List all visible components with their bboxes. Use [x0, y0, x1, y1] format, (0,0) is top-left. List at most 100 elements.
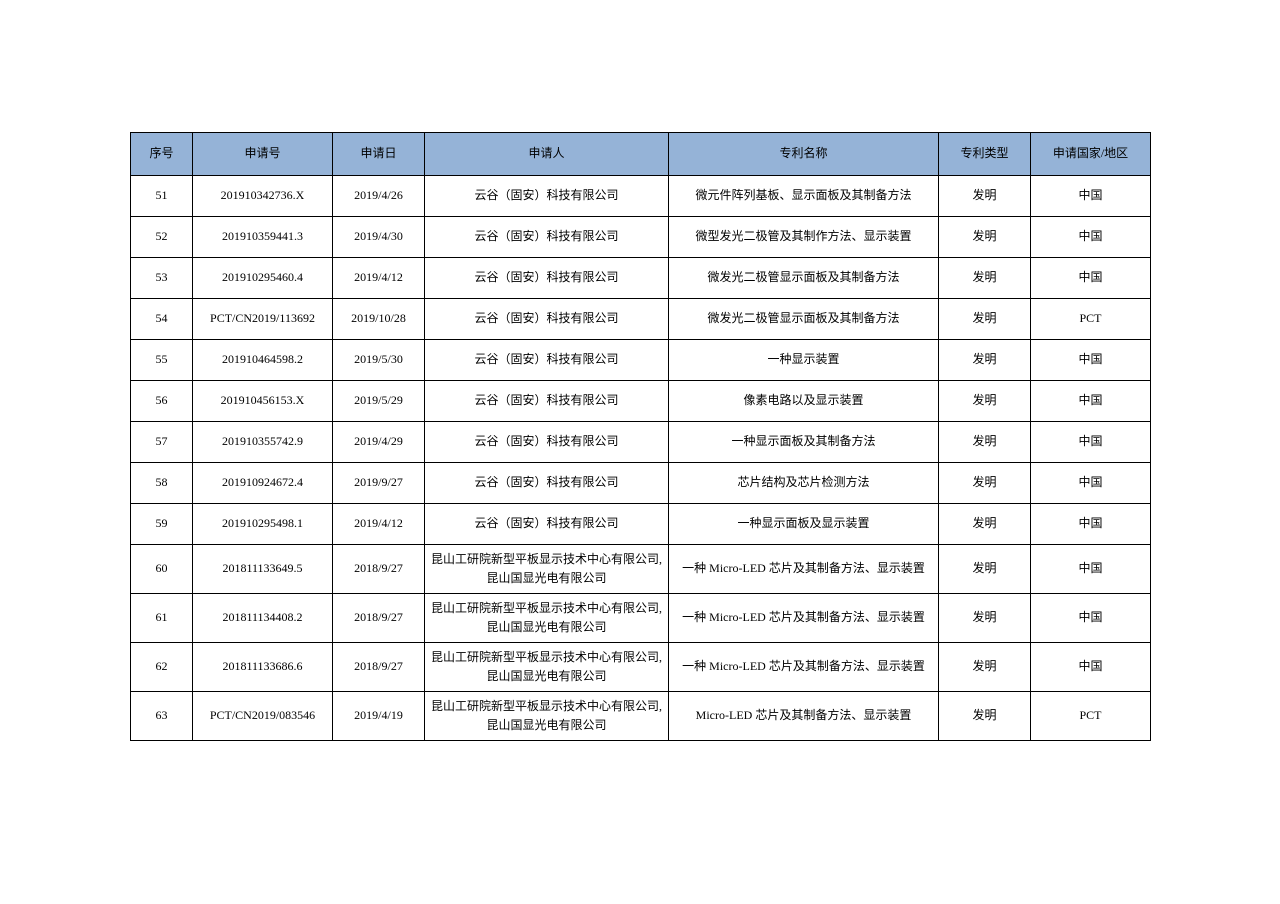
cell-applicant: 云谷（固安）科技有限公司 [425, 381, 669, 422]
cell-seq: 54 [131, 299, 193, 340]
table-row: 57201910355742.92019/4/29云谷（固安）科技有限公司一种显… [131, 422, 1151, 463]
cell-seq: 60 [131, 545, 193, 594]
cell-applicant: 云谷（固安）科技有限公司 [425, 217, 669, 258]
cell-seq: 63 [131, 692, 193, 741]
cell-type: 发明 [939, 299, 1031, 340]
table-row: 56201910456153.X2019/5/29云谷（固安）科技有限公司像素电… [131, 381, 1151, 422]
cell-seq: 52 [131, 217, 193, 258]
patent-table: 序号 申请号 申请日 申请人 专利名称 专利类型 申请国家/地区 5120191… [130, 132, 1151, 741]
cell-region: PCT [1031, 692, 1151, 741]
cell-title: 一种显示面板及显示装置 [669, 504, 939, 545]
cell-applicant: 云谷（固安）科技有限公司 [425, 463, 669, 504]
cell-app_date: 2019/9/27 [333, 463, 425, 504]
cell-app_date: 2019/10/28 [333, 299, 425, 340]
table-row: 53201910295460.42019/4/12云谷（固安）科技有限公司微发光… [131, 258, 1151, 299]
cell-type: 发明 [939, 594, 1031, 643]
cell-app_no: PCT/CN2019/113692 [193, 299, 333, 340]
cell-title: Micro-LED 芯片及其制备方法、显示装置 [669, 692, 939, 741]
cell-region: 中国 [1031, 340, 1151, 381]
cell-app_date: 2019/4/26 [333, 176, 425, 217]
col-type: 专利类型 [939, 133, 1031, 176]
cell-type: 发明 [939, 176, 1031, 217]
cell-type: 发明 [939, 217, 1031, 258]
cell-region: 中国 [1031, 463, 1151, 504]
cell-app_date: 2018/9/27 [333, 594, 425, 643]
cell-region: 中国 [1031, 545, 1151, 594]
cell-region: 中国 [1031, 258, 1151, 299]
cell-applicant: 昆山工研院新型平板显示技术中心有限公司,昆山国显光电有限公司 [425, 594, 669, 643]
cell-app_date: 2019/4/12 [333, 258, 425, 299]
cell-region: 中国 [1031, 381, 1151, 422]
cell-applicant: 昆山工研院新型平板显示技术中心有限公司,昆山国显光电有限公司 [425, 545, 669, 594]
table-row: 61201811134408.22018/9/27昆山工研院新型平板显示技术中心… [131, 594, 1151, 643]
cell-seq: 61 [131, 594, 193, 643]
col-seq: 序号 [131, 133, 193, 176]
cell-app_date: 2019/4/19 [333, 692, 425, 741]
cell-seq: 56 [131, 381, 193, 422]
cell-seq: 62 [131, 643, 193, 692]
cell-app_no: 201910355742.9 [193, 422, 333, 463]
cell-app_date: 2018/9/27 [333, 643, 425, 692]
cell-type: 发明 [939, 422, 1031, 463]
cell-app_no: 201910359441.3 [193, 217, 333, 258]
cell-region: 中国 [1031, 504, 1151, 545]
cell-type: 发明 [939, 643, 1031, 692]
cell-applicant: 云谷（固安）科技有限公司 [425, 299, 669, 340]
cell-region: 中国 [1031, 176, 1151, 217]
table-row: 51201910342736.X2019/4/26云谷（固安）科技有限公司微元件… [131, 176, 1151, 217]
cell-title: 微发光二极管显示面板及其制备方法 [669, 258, 939, 299]
cell-title: 微发光二极管显示面板及其制备方法 [669, 299, 939, 340]
cell-applicant: 云谷（固安）科技有限公司 [425, 422, 669, 463]
cell-region: 中国 [1031, 643, 1151, 692]
col-app-date: 申请日 [333, 133, 425, 176]
cell-title: 一种显示装置 [669, 340, 939, 381]
table-body: 51201910342736.X2019/4/26云谷（固安）科技有限公司微元件… [131, 176, 1151, 741]
table-row: 52201910359441.32019/4/30云谷（固安）科技有限公司微型发… [131, 217, 1151, 258]
cell-type: 发明 [939, 340, 1031, 381]
cell-app_date: 2019/4/12 [333, 504, 425, 545]
cell-applicant: 云谷（固安）科技有限公司 [425, 176, 669, 217]
cell-applicant: 云谷（固安）科技有限公司 [425, 258, 669, 299]
table-row: 58201910924672.42019/9/27云谷（固安）科技有限公司芯片结… [131, 463, 1151, 504]
cell-title: 微型发光二极管及其制作方法、显示装置 [669, 217, 939, 258]
cell-app_no: 201811133649.5 [193, 545, 333, 594]
cell-applicant: 昆山工研院新型平板显示技术中心有限公司,昆山国显光电有限公司 [425, 692, 669, 741]
cell-type: 发明 [939, 258, 1031, 299]
cell-applicant: 昆山工研院新型平板显示技术中心有限公司,昆山国显光电有限公司 [425, 643, 669, 692]
cell-app_no: 201910456153.X [193, 381, 333, 422]
table-row: 63PCT/CN2019/0835462019/4/19昆山工研院新型平板显示技… [131, 692, 1151, 741]
cell-app_no: 201910295498.1 [193, 504, 333, 545]
cell-title: 一种 Micro-LED 芯片及其制备方法、显示装置 [669, 643, 939, 692]
cell-app_no: 201910295460.4 [193, 258, 333, 299]
cell-app_no: 201910464598.2 [193, 340, 333, 381]
cell-app_date: 2019/4/30 [333, 217, 425, 258]
col-applicant: 申请人 [425, 133, 669, 176]
cell-app_no: PCT/CN2019/083546 [193, 692, 333, 741]
cell-app_date: 2019/4/29 [333, 422, 425, 463]
table-row: 55201910464598.22019/5/30云谷（固安）科技有限公司一种显… [131, 340, 1151, 381]
cell-seq: 51 [131, 176, 193, 217]
cell-seq: 53 [131, 258, 193, 299]
cell-type: 发明 [939, 381, 1031, 422]
cell-app_no: 201910342736.X [193, 176, 333, 217]
cell-type: 发明 [939, 692, 1031, 741]
cell-app_no: 201910924672.4 [193, 463, 333, 504]
cell-region: 中国 [1031, 217, 1151, 258]
cell-seq: 58 [131, 463, 193, 504]
table-row: 62201811133686.62018/9/27昆山工研院新型平板显示技术中心… [131, 643, 1151, 692]
cell-app_no: 201811133686.6 [193, 643, 333, 692]
cell-type: 发明 [939, 545, 1031, 594]
col-title: 专利名称 [669, 133, 939, 176]
cell-app_date: 2019/5/30 [333, 340, 425, 381]
cell-region: 中国 [1031, 594, 1151, 643]
table-row: 54PCT/CN2019/1136922019/10/28云谷（固安）科技有限公… [131, 299, 1151, 340]
col-region: 申请国家/地区 [1031, 133, 1151, 176]
cell-app_no: 201811134408.2 [193, 594, 333, 643]
cell-seq: 55 [131, 340, 193, 381]
cell-region: 中国 [1031, 422, 1151, 463]
table-row: 59201910295498.12019/4/12云谷（固安）科技有限公司一种显… [131, 504, 1151, 545]
cell-seq: 59 [131, 504, 193, 545]
cell-app_date: 2019/5/29 [333, 381, 425, 422]
table-row: 60201811133649.52018/9/27昆山工研院新型平板显示技术中心… [131, 545, 1151, 594]
cell-title: 像素电路以及显示装置 [669, 381, 939, 422]
